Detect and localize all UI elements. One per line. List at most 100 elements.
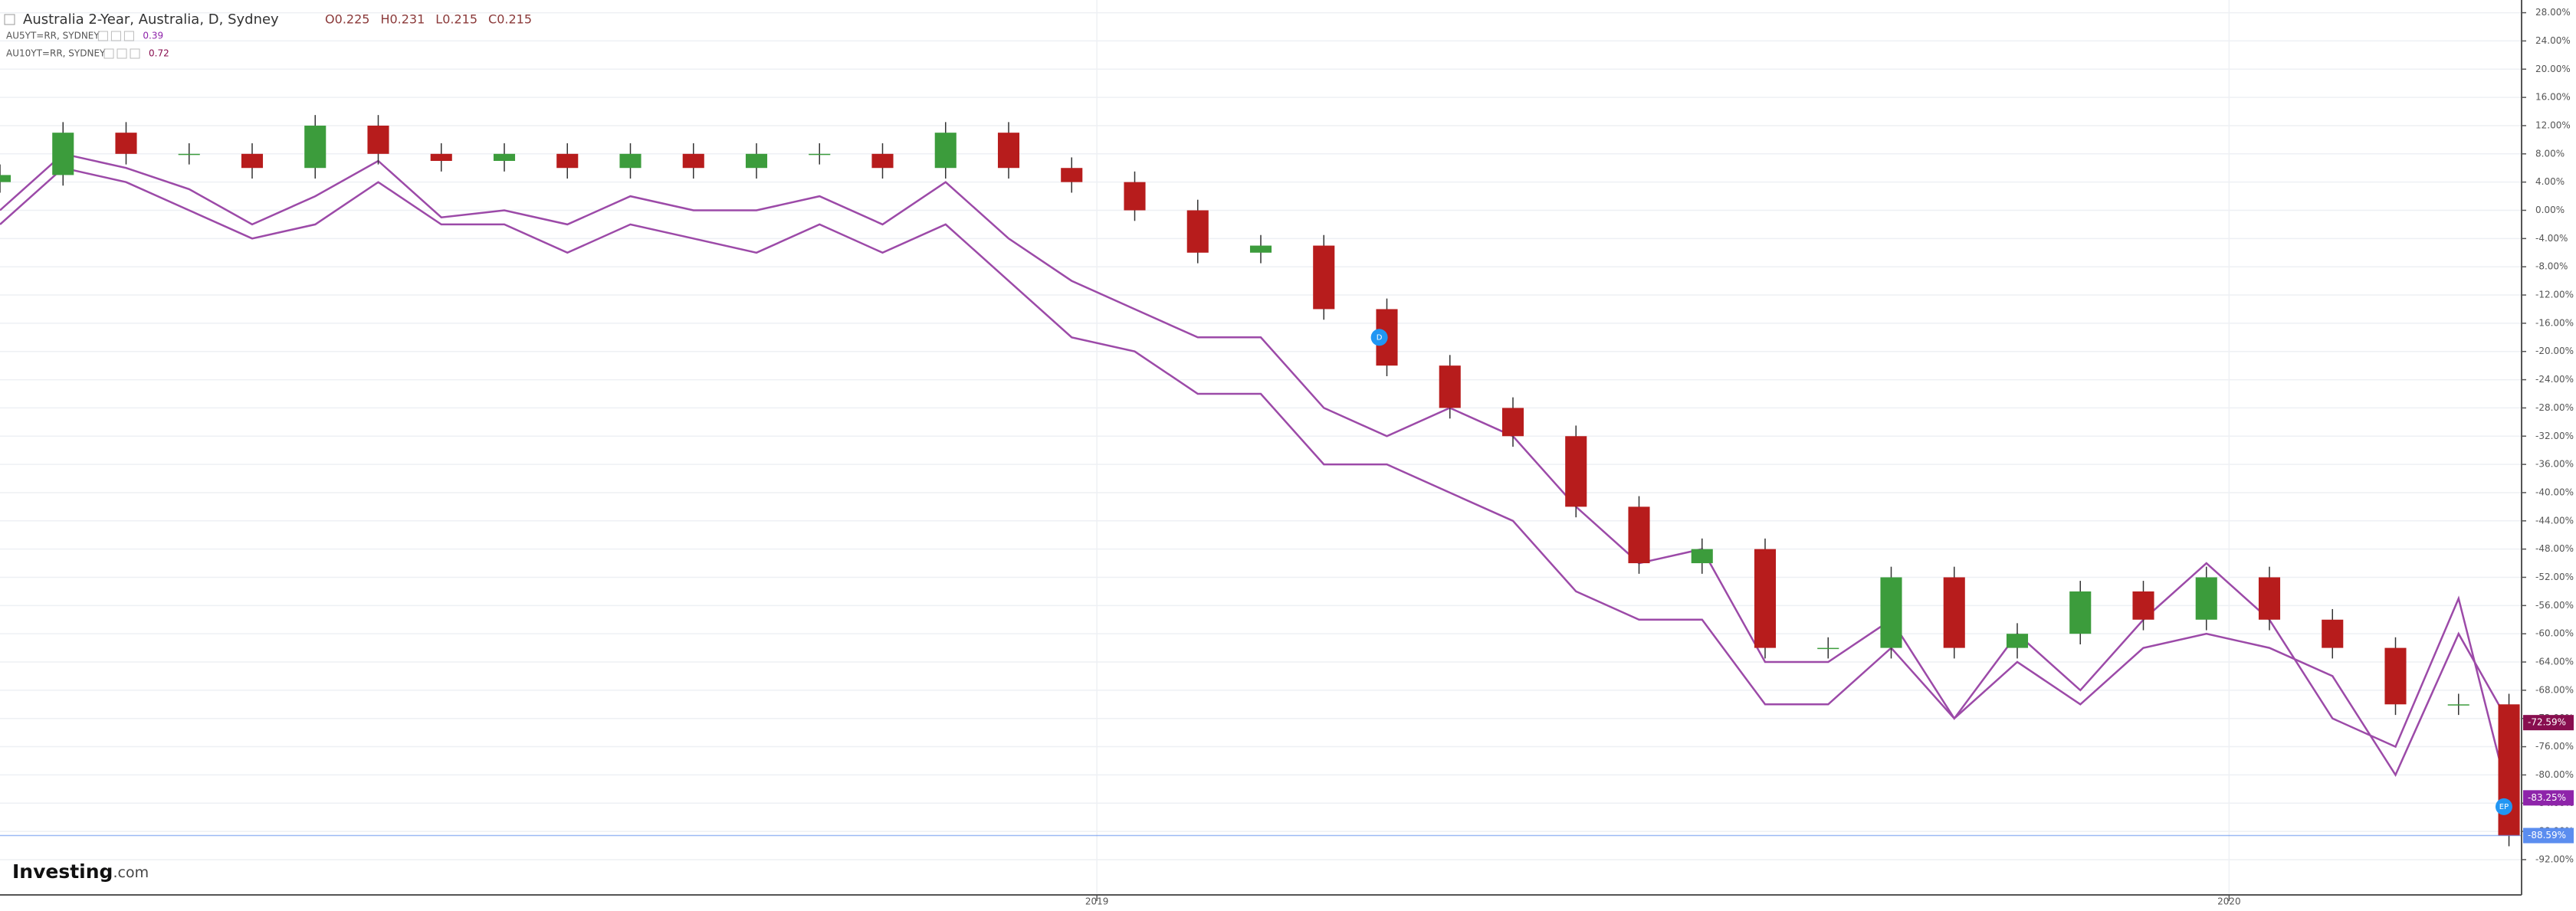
y-tick-label: -8.00% [2535,261,2568,272]
candle-body [934,133,957,169]
y-tick-label: -68.00% [2535,684,2574,695]
candle-body [1501,408,1524,437]
candle-body [1186,210,1209,253]
candle-body [1691,549,1713,564]
candle-body [871,153,894,169]
legend-icon [116,48,127,59]
price-tag-label: -83.25% [2528,792,2566,803]
candle-body [1754,549,1777,648]
candle-body [2384,647,2407,705]
legend-entry: AU10YT=RR, SYDNEY [6,48,106,59]
y-tick-label: -4.00% [2535,233,2568,244]
candle-body [1124,182,1146,211]
legend-icon [123,31,134,41]
y-tick-label: 24.00% [2535,35,2571,46]
y-tick-label: 28.00% [2535,7,2571,18]
candle-body [1817,647,1839,650]
candle-body [1943,577,1965,648]
header: O0.225 H0.231 L0.215 C0.215 AU5YT=RR, SYDNEY… [6,12,532,59]
y-tick-label: -28.00% [2535,402,2574,413]
ohlc-label: C0.215 [488,12,532,27]
y-tick-label: -12.00% [2535,290,2574,300]
series-line [0,166,2510,778]
y-tick-label: -44.00% [2535,515,2574,526]
candle-body [52,133,74,175]
price-tag-label: -88.59% [2528,830,2566,841]
y-tick-label: -52.00% [2535,572,2574,582]
candle-body [1061,168,1083,182]
candle-body [304,125,327,169]
candle-body [2258,577,2281,620]
y-tick-label: -92.00% [2535,854,2574,864]
y-tick-label: -76.00% [2535,741,2574,752]
chart-title: Australia 2-Year, Australia, D, Sydney [23,11,279,28]
candle-body [997,133,1020,169]
candle-body [1313,245,1335,310]
price-tag [2523,827,2574,844]
y-tick-label: -24.00% [2535,374,2574,385]
legend-icon [130,48,140,59]
candle-body [2447,704,2469,706]
legend-entry: AU5YT=RR, SYDNEY [6,31,100,41]
event-marker [2495,798,2512,815]
grid [0,0,2522,895]
candle-body [2069,591,2092,634]
candle-body [745,153,768,169]
legend-icon [110,31,121,41]
y-tick-label: -40.00% [2535,487,2574,497]
price-tag [2523,715,2574,731]
candle-body [2006,634,2029,648]
candle-body [2498,704,2520,836]
series-line [0,152,2510,798]
candle-body [0,175,11,182]
logo-bold: Investing [12,860,113,883]
candle-body [2322,619,2344,648]
candle-body [556,153,579,169]
legend-value: 0.39 [143,31,163,41]
y-tick-label: -48.00% [2535,543,2574,554]
y-tick-label: 16.00% [2535,92,2571,103]
y-tick-label: -20.00% [2535,346,2574,356]
y-tick-label: -80.00% [2535,769,2574,780]
y-tick-label: -32.00% [2535,431,2574,441]
y-tick-label: -60.00% [2535,628,2574,639]
event-marker [1370,329,1388,346]
event-marker-label: EP [2499,803,2509,811]
y-tick-label: -16.00% [2535,317,2574,328]
y-tick-label: 4.00% [2535,176,2565,187]
event-marker-label: D [1377,333,1383,342]
candle-body [493,153,516,162]
candle-body [1628,506,1650,564]
candle-body [241,153,264,169]
y-tick-label: 0.00% [2535,205,2565,215]
y-tick-label: 8.00% [2535,148,2565,159]
candle-body [367,125,389,154]
ohlc-label: H0.231 [380,12,425,27]
price-tag [2523,790,2574,806]
plot-area: D EP [0,115,2522,847]
candle-body [682,153,704,169]
price-tag-label: -72.59% [2528,717,2566,728]
ohlc-label: L0.215 [435,12,477,27]
y-tick-label: -56.00% [2535,600,2574,611]
candle-body [1880,577,1902,648]
y-tick-label: 20.00% [2535,64,2571,74]
legend-icon [97,31,108,41]
x-tick-label: 2019 [1085,896,1109,907]
y-tick-label: -36.00% [2535,459,2574,470]
logo: Investing.com [12,860,149,883]
collapse-icon[interactable] [4,14,15,25]
candle-body [178,153,200,156]
logo-suffix: .com [113,864,149,881]
x-tick-label: 2020 [2217,896,2241,907]
legend-icon [103,48,114,59]
candle-body [115,133,137,154]
candle-body [2132,591,2154,620]
ohlc-label: O0.225 [325,12,369,27]
candle-body [2195,577,2217,620]
candle-body [809,153,831,156]
y-tick-label: 12.00% [2535,120,2571,130]
candle-body [619,153,642,169]
